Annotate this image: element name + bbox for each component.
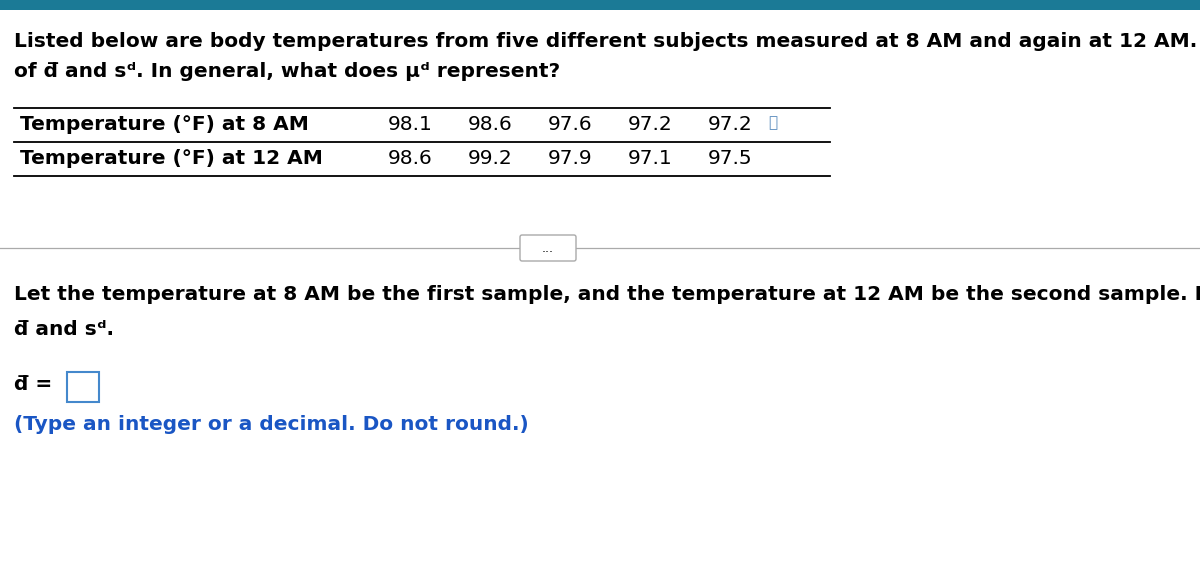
Text: 97.5: 97.5: [708, 149, 752, 168]
Text: Listed below are body temperatures from five different subjects measured at 8 AM: Listed below are body temperatures from …: [14, 32, 1200, 51]
Text: 98.6: 98.6: [388, 149, 432, 168]
Text: 99.2: 99.2: [468, 149, 512, 168]
Text: 97.9: 97.9: [547, 149, 593, 168]
Text: 97.6: 97.6: [547, 115, 593, 134]
Text: of d̅ and sᵈ. In general, what does μᵈ represent?: of d̅ and sᵈ. In general, what does μᵈ r…: [14, 62, 560, 81]
Text: Temperature (°F) at 12 AM: Temperature (°F) at 12 AM: [20, 149, 323, 168]
Text: (Type an integer or a decimal. Do not round.): (Type an integer or a decimal. Do not ro…: [14, 415, 529, 434]
FancyBboxPatch shape: [520, 235, 576, 261]
Text: ...: ...: [542, 241, 554, 255]
Text: Let the temperature at 8 AM be the first sample, and the temperature at 12 AM be: Let the temperature at 8 AM be the first…: [14, 285, 1200, 304]
Text: ⎗: ⎗: [768, 115, 778, 130]
Text: 98.6: 98.6: [468, 115, 512, 134]
Text: d̅ =: d̅ =: [14, 375, 53, 394]
Bar: [0, 0, 1200, 10]
Text: Temperature (°F) at 8 AM: Temperature (°F) at 8 AM: [20, 115, 308, 134]
Text: 97.2: 97.2: [708, 115, 752, 134]
Text: 97.1: 97.1: [628, 149, 672, 168]
Text: d̅ and sᵈ.: d̅ and sᵈ.: [14, 320, 114, 339]
Text: 98.1: 98.1: [388, 115, 432, 134]
FancyBboxPatch shape: [67, 372, 98, 402]
Text: 97.2: 97.2: [628, 115, 672, 134]
